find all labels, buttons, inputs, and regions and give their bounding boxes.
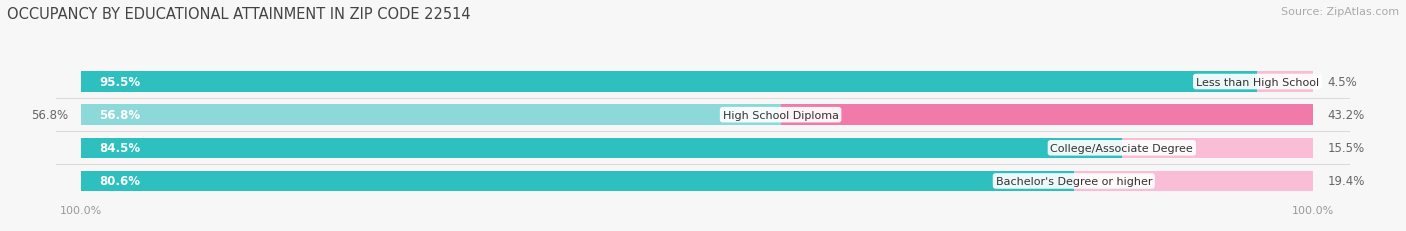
Bar <box>1257 72 1313 92</box>
Text: 19.4%: 19.4% <box>1327 175 1365 188</box>
Text: College/Associate Degree: College/Associate Degree <box>1050 143 1194 153</box>
Text: OCCUPANCY BY EDUCATIONAL ATTAINMENT IN ZIP CODE 22514: OCCUPANCY BY EDUCATIONAL ATTAINMENT IN Z… <box>7 7 471 22</box>
Bar <box>82 171 1313 191</box>
Text: 95.5%: 95.5% <box>100 76 141 89</box>
Bar <box>82 105 780 125</box>
Bar <box>82 171 1074 191</box>
Text: 56.8%: 56.8% <box>31 109 69 122</box>
Text: 43.2%: 43.2% <box>1327 109 1365 122</box>
Text: High School Diploma: High School Diploma <box>723 110 838 120</box>
Bar <box>780 105 1313 125</box>
Bar <box>82 105 1313 125</box>
Bar <box>82 138 1122 158</box>
Text: Source: ZipAtlas.com: Source: ZipAtlas.com <box>1281 7 1399 17</box>
Text: 15.5%: 15.5% <box>1327 142 1365 155</box>
Bar <box>82 138 1313 158</box>
Text: Bachelor's Degree or higher: Bachelor's Degree or higher <box>995 176 1152 186</box>
Text: 84.5%: 84.5% <box>100 142 141 155</box>
Text: Less than High School: Less than High School <box>1197 77 1319 87</box>
Bar <box>82 72 1313 92</box>
Text: 56.8%: 56.8% <box>100 109 141 122</box>
Bar <box>82 72 1257 92</box>
Bar <box>1122 138 1313 158</box>
Text: 4.5%: 4.5% <box>1327 76 1357 89</box>
Bar <box>1074 171 1313 191</box>
Text: 80.6%: 80.6% <box>100 175 141 188</box>
